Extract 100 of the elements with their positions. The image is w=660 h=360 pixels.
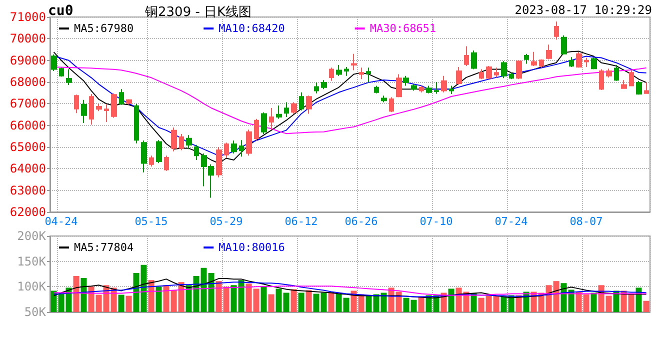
candlestick <box>411 84 417 92</box>
candlestick <box>239 140 244 158</box>
legend-label: MA10:68420 <box>218 22 285 35</box>
annotation: cu0 <box>48 3 74 19</box>
y-tick-label: 70000 <box>10 32 46 46</box>
candlestick <box>629 70 634 86</box>
chart-title: 铜2309 - 日K线图 <box>144 5 252 20</box>
candlestick <box>419 85 424 93</box>
candlestick <box>224 142 229 158</box>
legend-label: MA5:77804 <box>74 241 134 254</box>
candlestick <box>516 60 522 80</box>
text: 2023-08-17 10:29:29 <box>514 3 652 17</box>
candlestick <box>479 68 484 80</box>
candlestick <box>284 102 289 118</box>
candlestick <box>81 99 87 124</box>
candlestick <box>291 102 297 114</box>
candlestick <box>621 80 627 89</box>
candlestick <box>299 92 304 111</box>
y-tick-label: 150K <box>17 254 47 268</box>
candlestick <box>456 66 462 86</box>
candlestick <box>344 66 349 76</box>
candlestick <box>464 46 469 67</box>
candlestick <box>269 108 274 130</box>
candlestick <box>306 95 312 114</box>
line-series <box>53 286 647 296</box>
candlestick <box>141 140 147 173</box>
candlestick <box>426 85 432 94</box>
candlestick <box>644 82 649 94</box>
candlestick <box>591 57 597 70</box>
candlestick <box>471 50 477 70</box>
candlestick <box>441 75 447 93</box>
candlestick <box>501 60 507 79</box>
x-tick-label: 06-26 <box>344 215 378 228</box>
y-tick-label: 64000 <box>10 162 46 176</box>
candlestick <box>216 146 222 178</box>
candlestick <box>74 94 79 114</box>
candlestick <box>366 67 371 83</box>
x-tick-label: 06-12 <box>284 215 318 228</box>
y-tick-label: 69000 <box>10 53 46 68</box>
candlestick <box>561 34 567 55</box>
legend-label: MA30:68651 <box>370 22 436 35</box>
candlestick <box>389 96 394 113</box>
candlestick <box>554 21 559 40</box>
candlestick <box>231 140 237 154</box>
candlestick <box>314 82 319 94</box>
candlestick <box>539 58 544 68</box>
candlestick <box>381 95 387 103</box>
line-series <box>53 278 647 298</box>
candlestick <box>546 44 552 60</box>
candlestick <box>89 94 94 126</box>
candlestick <box>486 66 492 80</box>
candlestick <box>359 67 364 80</box>
y-tick-label: 68000 <box>10 75 46 89</box>
candlestick <box>509 72 514 80</box>
y-tick-label: 63000 <box>10 183 46 198</box>
x-tick-label: 04-24 <box>44 215 78 228</box>
y-tick-label: 100K <box>17 280 47 294</box>
x-tick-label: 05-15 <box>134 215 168 228</box>
candlestick <box>569 56 574 68</box>
candlestick <box>636 80 642 96</box>
x-tick-label: 05-29 <box>210 215 243 228</box>
candlestick <box>524 53 529 64</box>
candlestick <box>434 82 439 94</box>
candlestick <box>96 103 102 112</box>
candlestick <box>59 67 64 78</box>
candlestick <box>531 51 537 67</box>
candlestick <box>156 140 162 164</box>
candlestick <box>126 98 132 106</box>
candlestick <box>576 51 582 68</box>
x-tick-label: 08-07 <box>570 215 603 228</box>
candlestick <box>276 105 282 120</box>
candlestick <box>149 155 154 167</box>
candlestick <box>186 134 192 150</box>
y-tick-label: 65000 <box>10 140 46 154</box>
y-tick-label: 62000 <box>10 205 46 219</box>
candlestick <box>179 134 184 151</box>
candlestick <box>261 112 267 134</box>
x-tick-label: 07-24 <box>494 215 528 228</box>
candlestick <box>171 127 177 152</box>
y-tick-label: 71000 <box>10 10 46 24</box>
y-tick-label: 200K <box>17 229 47 243</box>
candlestick <box>254 118 259 141</box>
candlestick <box>111 92 117 118</box>
legend-label: MA5:67980 <box>74 22 134 35</box>
candlestick <box>403 75 409 86</box>
candlestick <box>614 64 619 82</box>
candlestick <box>194 144 199 160</box>
candlestick <box>599 68 604 91</box>
candlestick <box>329 67 334 82</box>
line-series <box>53 282 647 298</box>
y-tick-label: 50K <box>24 305 47 319</box>
candlestick <box>449 85 454 95</box>
y-tick-label: 67000 <box>10 96 46 111</box>
candlestick <box>374 85 379 94</box>
candlestick <box>606 68 612 78</box>
y-tick-label: 66000 <box>10 118 46 132</box>
candlestick <box>51 54 57 72</box>
candlestick <box>584 57 589 68</box>
candlestick <box>119 88 124 106</box>
candlestick <box>104 103 109 122</box>
